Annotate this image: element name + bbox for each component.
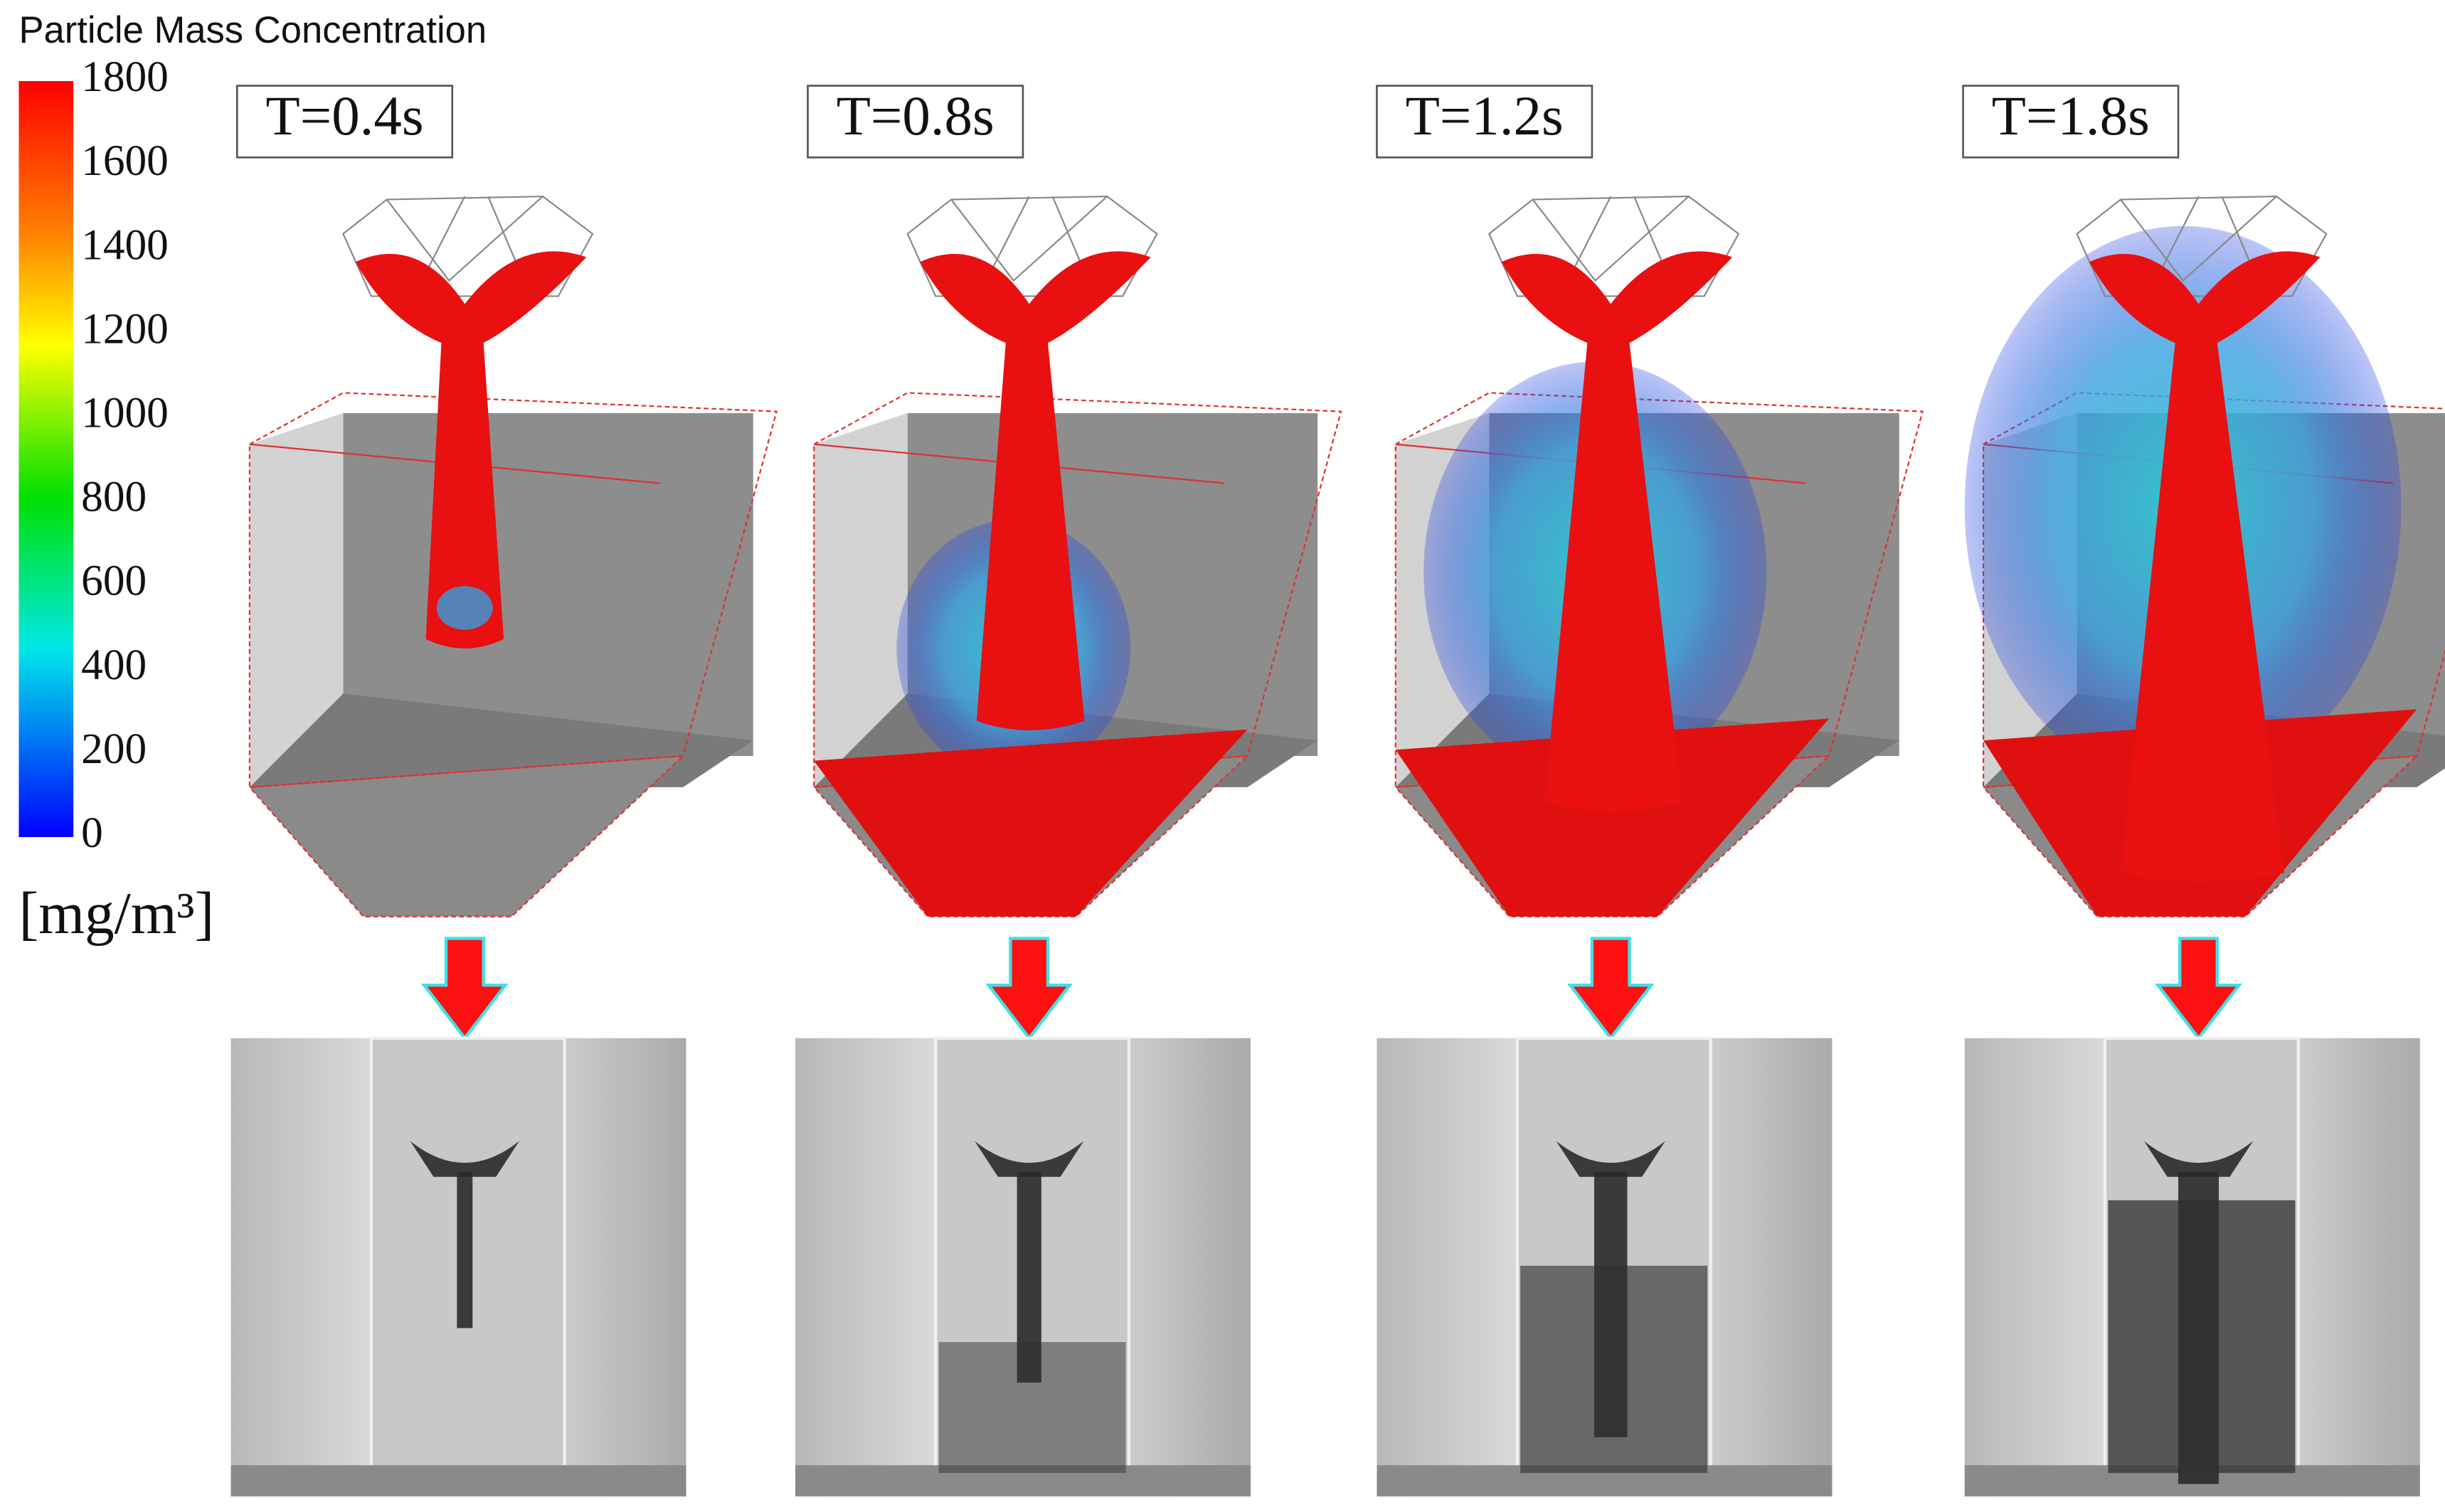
colorbar (18, 80, 74, 837)
colorbar-tick-label: 1000 (81, 388, 169, 437)
photo-floor (795, 1465, 1251, 1497)
particle-bed (814, 729, 1248, 917)
panel: T=1.8s (1962, 85, 2445, 1497)
colorbar-tick-label: 800 (81, 473, 147, 521)
colorbar-tick-label: 1600 (81, 137, 169, 185)
photo-funnel (410, 1141, 520, 1177)
box-outline (813, 392, 1342, 789)
particle-plume (920, 251, 1151, 730)
photo-funnel (1556, 1141, 1665, 1177)
time-label-box (1962, 85, 2180, 159)
arrow (420, 937, 509, 1041)
funnel-frame (342, 196, 594, 297)
time-label-box (1376, 85, 1593, 159)
colorbar-tick-label: 1400 (81, 220, 169, 269)
colorbar-title: Particle Mass Concentration (18, 9, 487, 51)
colorbar-tick-label: 1800 (81, 53, 169, 101)
funnel-frame (2076, 196, 2328, 297)
left-wall (814, 412, 908, 787)
panel: T=0.4s (230, 85, 778, 1497)
hopper (248, 755, 686, 917)
colorbar-tick-label: 200 (81, 725, 147, 773)
funnel-frame (906, 196, 1158, 297)
particle-plume (355, 251, 587, 649)
time-label-box (807, 85, 1024, 159)
time-label: T=0.4s (266, 85, 424, 147)
photo-floor (230, 1465, 686, 1497)
particle-bed (1395, 718, 1830, 917)
colorbar-tick-label: 600 (81, 557, 147, 605)
particle-plume (2089, 251, 2321, 883)
time-label: T=0.8s (837, 85, 995, 147)
colorbar-tick-label: 400 (81, 641, 147, 689)
panel: T=1.2s (1376, 85, 1924, 1497)
left-wall (249, 412, 344, 787)
particle-plume (1501, 251, 1733, 812)
photo-dust (938, 1342, 1126, 1474)
photo-dust (2108, 1200, 2296, 1474)
arrow (1566, 937, 1655, 1041)
photo-funnel (975, 1141, 1084, 1177)
plume-tip (436, 586, 493, 630)
box-outline (1394, 392, 1924, 789)
time-label: T=1.8s (1992, 85, 2150, 147)
arrow (985, 937, 1073, 1041)
photo-dust (1520, 1265, 1708, 1474)
time-label: T=1.2s (1406, 85, 1564, 147)
time-label-box (235, 85, 454, 159)
colorbar-tick-label: 1200 (81, 304, 169, 353)
arrow (2155, 937, 2242, 1041)
colorbar-unit: [mg/m³] (18, 881, 214, 947)
funnel-frame (1487, 196, 1740, 297)
box-outline (248, 392, 778, 789)
photo-plume (1017, 1172, 1041, 1383)
panel: T=0.8s (795, 85, 1342, 1497)
photo-plume (457, 1172, 473, 1329)
photo-funnel (2143, 1141, 2254, 1177)
colorbar-tick-label: 0 (81, 809, 103, 857)
